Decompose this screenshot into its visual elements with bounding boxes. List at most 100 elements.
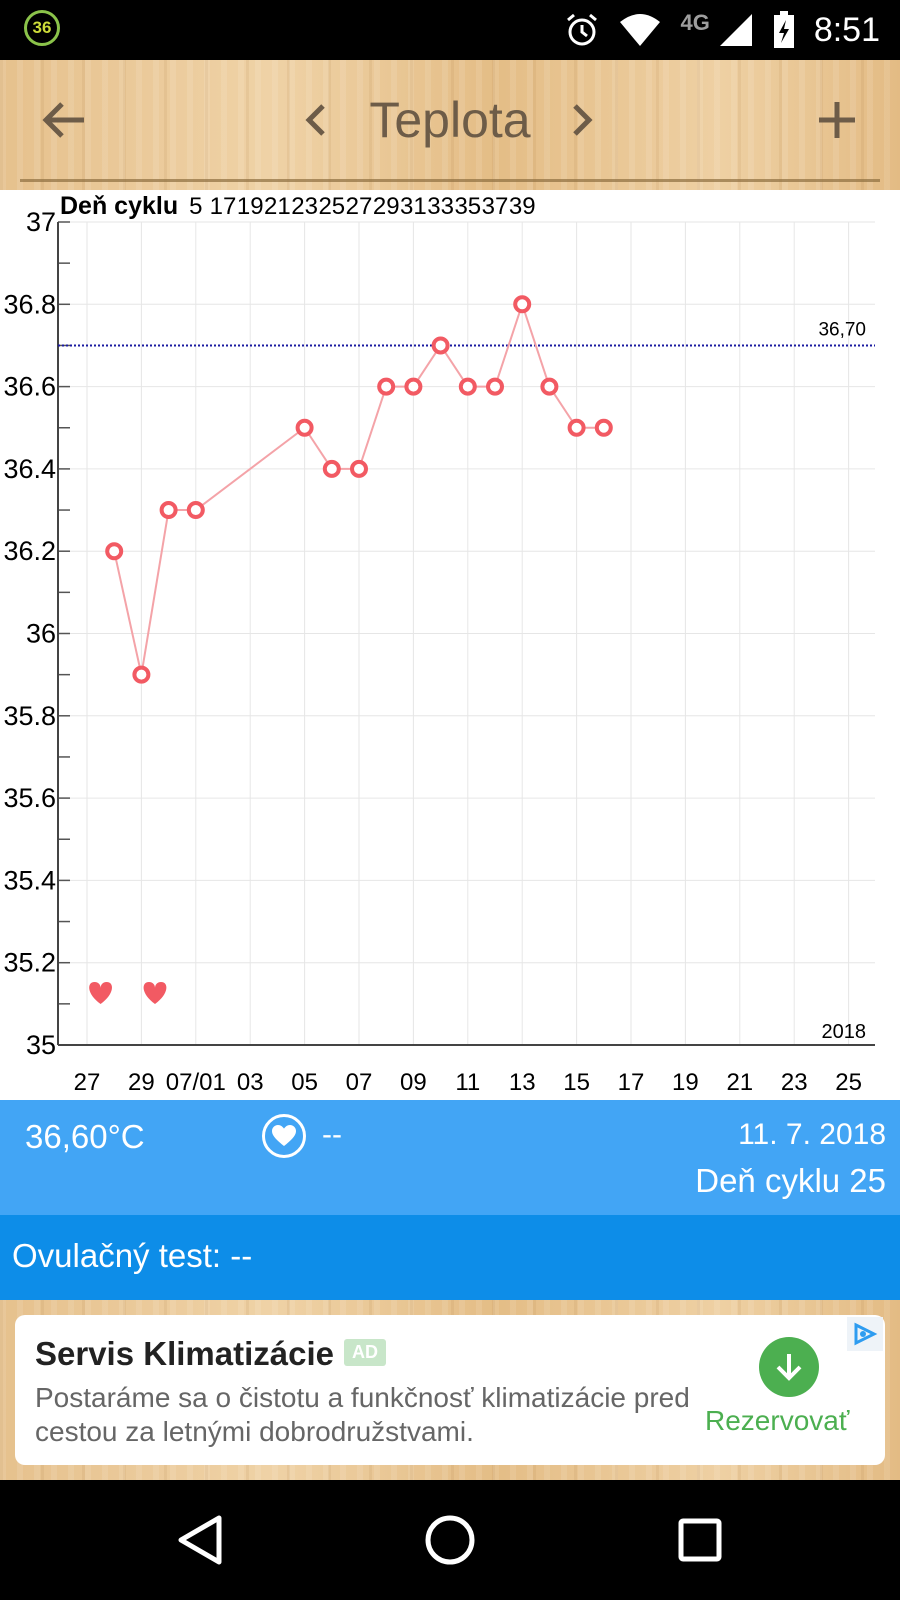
top-tick-label: 17 bbox=[210, 193, 237, 220]
temperature-line-segment bbox=[113, 550, 143, 675]
top-tick-label: 29 bbox=[373, 193, 400, 220]
network-label: 4G bbox=[680, 10, 710, 35]
year-label: 2018 bbox=[822, 1021, 867, 1043]
ad-card[interactable]: Servis Klimatizácie AD Postaráme sa o čis… bbox=[15, 1315, 885, 1465]
temperature-point[interactable] bbox=[567, 418, 586, 437]
temperature-point[interactable] bbox=[186, 501, 205, 520]
temperature-point[interactable] bbox=[105, 542, 124, 561]
ad-cta-button[interactable] bbox=[759, 1337, 819, 1397]
coverline-label: 36,70 bbox=[818, 319, 866, 340]
ovulation-test-panel[interactable]: Ovulačný test: -- bbox=[0, 1215, 900, 1300]
temperature-value: 36,60°C bbox=[25, 1118, 145, 1155]
y-tick-label: 35.6 bbox=[3, 783, 56, 813]
heart-icon bbox=[89, 982, 113, 1004]
bottom-tick-label: 07/01 bbox=[166, 1069, 226, 1096]
temperature-line-segment bbox=[140, 509, 170, 675]
y-tick-label: 35.2 bbox=[3, 948, 56, 978]
nav-back-button[interactable] bbox=[165, 1505, 235, 1575]
temperature-point[interactable] bbox=[458, 377, 477, 396]
temperature-line-segment bbox=[195, 426, 306, 511]
y-tick-label: 35.4 bbox=[3, 865, 56, 895]
nav-home-button[interactable] bbox=[415, 1505, 485, 1575]
wifi-icon bbox=[620, 14, 661, 46]
temperature-point[interactable] bbox=[322, 459, 341, 478]
top-tick-label: 35 bbox=[454, 193, 481, 220]
y-tick-label: 36.2 bbox=[3, 536, 56, 566]
temperature-point[interactable] bbox=[594, 418, 613, 437]
top-tick-label: 23 bbox=[291, 193, 318, 220]
bottom-tick-label: 29 bbox=[128, 1069, 155, 1096]
alarm-icon bbox=[567, 13, 598, 46]
temperature-point[interactable] bbox=[540, 377, 559, 396]
selected-date: 11. 7. 2018 bbox=[738, 1118, 886, 1151]
y-tick-label: 35.8 bbox=[3, 701, 56, 731]
y-tick-label: 37 bbox=[26, 207, 56, 237]
temperature-point[interactable] bbox=[431, 336, 450, 355]
y-tick-label: 36.6 bbox=[3, 372, 56, 402]
top-tick-label: 21 bbox=[264, 193, 291, 220]
temperature-point[interactable] bbox=[350, 459, 368, 478]
cycle-day: Deň cyklu 25 bbox=[695, 1162, 886, 1199]
bottom-tick-label: 17 bbox=[618, 1069, 645, 1096]
home-circle-icon bbox=[425, 1515, 475, 1565]
bottom-tick-label: 27 bbox=[74, 1069, 101, 1096]
prev-button[interactable] bbox=[280, 90, 350, 150]
top-tick-label: 33 bbox=[427, 193, 454, 220]
temperature-line-segment bbox=[358, 386, 388, 470]
bottom-tick-label: 23 bbox=[781, 1069, 808, 1096]
bottom-tick-label: 19 bbox=[672, 1069, 699, 1096]
toolbar-divider bbox=[20, 179, 880, 182]
ad-badge: AD bbox=[344, 1338, 386, 1366]
recents-square-icon bbox=[678, 1518, 722, 1562]
toolbar: Teplota bbox=[0, 60, 900, 190]
status-badge: 36 bbox=[24, 10, 60, 46]
chevron-right-icon bbox=[573, 104, 593, 136]
signal-icon bbox=[719, 14, 752, 46]
battery-icon bbox=[773, 11, 794, 48]
status-time: 8:51 bbox=[813, 10, 880, 49]
bottom-tick-label: 21 bbox=[726, 1069, 753, 1096]
bottom-tick-label: 09 bbox=[400, 1069, 427, 1096]
temperature-point[interactable] bbox=[295, 418, 314, 437]
temperature-point[interactable] bbox=[486, 377, 504, 396]
nav-recents-button[interactable] bbox=[665, 1505, 735, 1575]
page-title: Teplota bbox=[369, 92, 531, 148]
temperature-point[interactable] bbox=[159, 501, 178, 520]
heart-icon bbox=[272, 1125, 296, 1146]
ad-title[interactable]: Servis Klimatizácie AD bbox=[35, 1335, 386, 1373]
temperature-point[interactable] bbox=[132, 665, 151, 684]
bottom-tick-label: 05 bbox=[291, 1069, 318, 1096]
ad-area: Servis Klimatizácie AD Postaráme sa o čis… bbox=[0, 1300, 900, 1480]
y-tick-label: 35 bbox=[26, 1030, 56, 1060]
back-button[interactable] bbox=[28, 90, 98, 150]
temperature-point[interactable] bbox=[377, 377, 396, 396]
top-tick-label: 19 bbox=[237, 193, 264, 220]
y-tick-label: 36.4 bbox=[3, 454, 56, 484]
temperature-line-segment bbox=[494, 303, 524, 387]
chevron-left-icon bbox=[305, 104, 325, 136]
intercourse-indicator bbox=[262, 1114, 306, 1158]
ad-cta-label[interactable]: Rezervovať bbox=[705, 1405, 850, 1436]
next-button[interactable] bbox=[548, 90, 618, 150]
temperature-chart[interactable]: 37 36.8 36.6 36.4 36.2 36 35.8 35.6 35.4 35.2 35 De… bbox=[0, 190, 900, 1100]
day-info-panel[interactable]: 36,60°C -- 11. 7. 2018 Deň cyklu 25 bbox=[0, 1100, 900, 1215]
status-icons: 4G 8:51 bbox=[564, 8, 880, 52]
bottom-tick-label: 03 bbox=[237, 1069, 264, 1096]
bottom-tick-label: 13 bbox=[509, 1069, 536, 1096]
temperature-point[interactable] bbox=[404, 377, 423, 396]
download-arrow-icon bbox=[776, 1354, 802, 1381]
status-bar: 36 4G 8:51 bbox=[0, 0, 900, 60]
bottom-tick-label: 25 bbox=[835, 1069, 862, 1096]
top-tick-label: 25 bbox=[318, 193, 345, 220]
ad-title-text: Servis Klimatizácie bbox=[35, 1335, 334, 1372]
adchoices-button[interactable] bbox=[847, 1317, 883, 1351]
bottom-tick-label: 11 bbox=[455, 1069, 480, 1096]
arrow-left-icon bbox=[42, 102, 84, 138]
y-tick-label: 36 bbox=[26, 619, 56, 649]
add-button[interactable] bbox=[802, 90, 872, 150]
chart-svg: 37 36.8 36.6 36.4 36.2 36 35.8 35.6 35.4 35.2 35 De… bbox=[3, 192, 875, 1096]
temperature-line-segment bbox=[521, 303, 551, 387]
temperature-point[interactable] bbox=[513, 295, 532, 314]
top-tick-label: 5 bbox=[189, 193, 202, 220]
adchoices-icon bbox=[854, 1322, 878, 1346]
